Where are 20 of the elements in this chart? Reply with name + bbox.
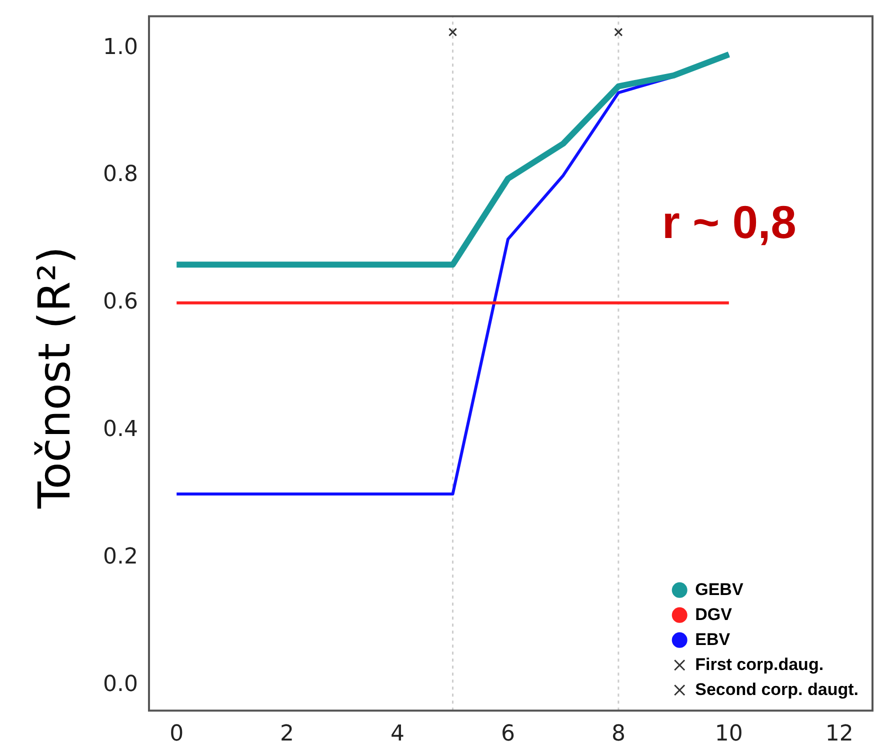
x-tick-label: 0 xyxy=(170,722,184,747)
x-tick-label: 6 xyxy=(500,722,515,747)
y-tick-label: 1.0 xyxy=(102,34,138,60)
y-tick-label: 0.4 xyxy=(102,417,138,442)
x-tick-label: 10 xyxy=(714,722,743,747)
legend-label: GEBV xyxy=(695,580,744,599)
y-tick-label: 0.0 xyxy=(102,672,138,697)
x-tick-label: 12 xyxy=(825,722,854,747)
annotation: r ~ 0,8 xyxy=(662,195,796,249)
y-axis-title: Točnost (R²) xyxy=(30,246,80,509)
x-tick-label: 8 xyxy=(611,722,626,747)
x-tick-label: 2 xyxy=(280,722,294,747)
y-tick-label: 0.6 xyxy=(102,290,138,315)
legend-label: EBV xyxy=(695,630,731,649)
legend-label: First corp.daug. xyxy=(695,654,824,674)
y-tick-label: 0.2 xyxy=(102,544,138,570)
legend-label: DGV xyxy=(695,604,733,624)
legend-label: Second corp. daugt. xyxy=(695,680,859,699)
y-tick-label: 0.8 xyxy=(102,162,138,188)
x-tick-label: 4 xyxy=(390,722,405,747)
